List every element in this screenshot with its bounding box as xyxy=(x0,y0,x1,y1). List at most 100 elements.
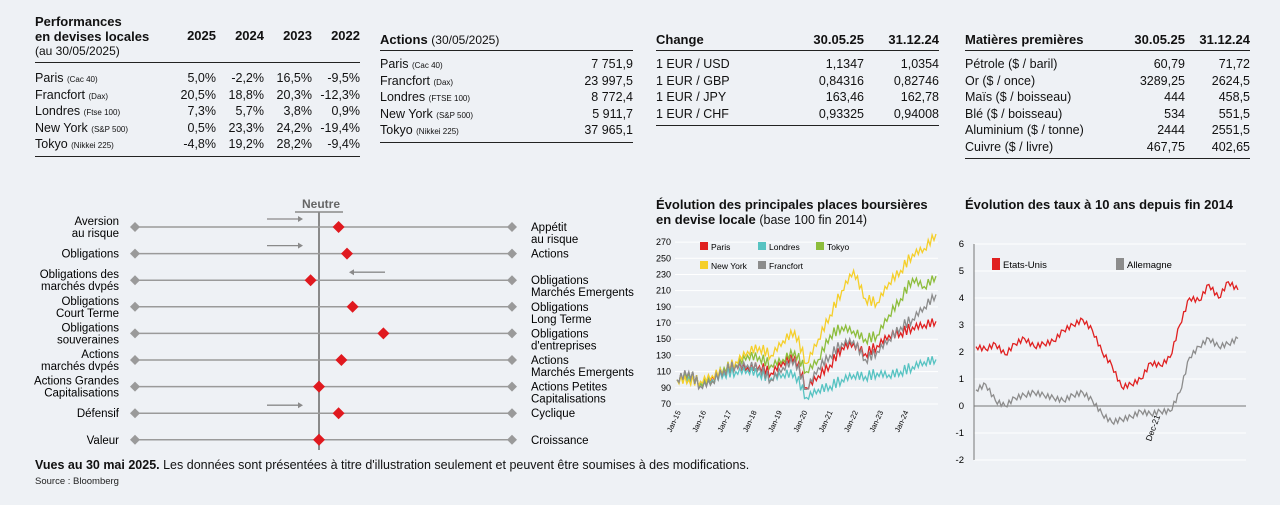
perf-cell: -9,5% xyxy=(327,71,360,85)
chart1-title: Évolution des principales places boursiè… xyxy=(656,197,928,228)
change-row: 1 EUR / CHF 0,93325 0,94008 xyxy=(656,107,939,124)
perf-cell: 24,2% xyxy=(276,120,312,135)
view-left-label: Actions Grandes xyxy=(34,376,119,388)
view-marker xyxy=(332,221,345,233)
chart1-legend-swatch xyxy=(758,261,766,269)
view-left-label: Obligations xyxy=(61,322,119,334)
commodity-row: Or ($ / once) 3289,25 2624,5 xyxy=(965,74,1250,91)
view-right-label: Obligations xyxy=(531,302,589,314)
chart1-subtitle: (base 100 fin 2014) xyxy=(759,213,868,227)
commodity-v2: 402,65 xyxy=(1211,139,1250,154)
chart1-xtick: Jan-16 xyxy=(690,409,708,434)
perf-market-name: Francfort xyxy=(35,87,89,102)
perf-cell: -12,3% xyxy=(320,87,360,102)
view-right-label: Marchés Emergents xyxy=(531,367,634,379)
view-right-label: Obligations xyxy=(531,328,589,340)
view-marker xyxy=(304,274,317,287)
perf-cell: 19,2% xyxy=(228,137,264,151)
chart1-ytick: 190 xyxy=(656,302,671,312)
view-marker xyxy=(341,247,353,260)
perf-title-2: en devises locales xyxy=(35,29,150,44)
commodity-name: Aluminium ($ / tonne) xyxy=(965,123,1084,137)
actions-index-name: (Nikkei 225) xyxy=(416,127,459,136)
commodity-name: Cuivre ($ / livre) xyxy=(965,139,1054,154)
view-marker xyxy=(332,407,345,420)
actions-date: (30/05/2025) xyxy=(431,33,500,47)
chart1-ytick: 130 xyxy=(656,350,671,360)
commodity-v2: 71,72 xyxy=(1218,57,1250,71)
view-end-right xyxy=(507,248,517,259)
perf-cell: 7,3% xyxy=(187,104,217,118)
footer-bold: Vues au 30 mai 2025. xyxy=(35,458,160,472)
perf-cell: -9,4% xyxy=(327,137,360,151)
perf-market-name: New York xyxy=(35,120,92,135)
commodity-v1: 3289,25 xyxy=(1139,73,1185,88)
chart1-xtick: Jan-17 xyxy=(716,409,734,434)
chart1-xtick: Jan-21 xyxy=(817,409,835,434)
commodity-v1: 467,75 xyxy=(1146,139,1185,154)
chart2-legend-label: Etats-Unis xyxy=(1003,260,1047,271)
perf-row-name: Paris (Cac 40) xyxy=(35,71,164,85)
view-end-left xyxy=(130,408,140,419)
change-v1: 1,1347 xyxy=(825,57,864,71)
performance-table: Performances en devises locales (au 30/0… xyxy=(35,14,360,157)
chart1-xtick: Jan-18 xyxy=(741,409,759,434)
neutral-label: Neutre xyxy=(302,197,340,211)
chart1-xtick: Jan-19 xyxy=(766,409,784,434)
actions-row: Tokyo (Nikkei 225) 37 965,1 xyxy=(380,123,633,140)
perf-cell: 28,2% xyxy=(276,137,312,151)
chart2-ytick: 2 xyxy=(959,347,964,358)
commodity-v2: 551,5 xyxy=(1218,106,1250,121)
view-left-label: Aversion xyxy=(74,216,119,228)
chart1-ytick: 110 xyxy=(657,367,671,377)
perf-cell: 20,5% xyxy=(180,87,216,102)
chart1-ytick: 170 xyxy=(656,318,671,328)
perf-cell: -4,8% xyxy=(183,137,216,151)
actions-market-name: Francfort xyxy=(380,73,434,88)
view-left-label: Défensif xyxy=(77,408,120,420)
chart1-ytick: 250 xyxy=(656,253,671,263)
perf-cell: 0,9% xyxy=(331,104,361,118)
perf-row-name: New York (S&P 500) xyxy=(35,121,164,135)
commodity-row: Pétrole ($ / baril) 60,79 71,72 xyxy=(965,57,1250,74)
perf-index-name: (Dax) xyxy=(88,91,109,101)
change-pair: 1 EUR / USD xyxy=(656,57,730,71)
perf-year-0: 2025 xyxy=(187,28,216,43)
change-row: 1 EUR / GBP 0,84316 0,82746 xyxy=(656,74,939,91)
change-row: 1 EUR / JPY 163,46 162,78 xyxy=(656,90,939,107)
commodity-v1: 444 xyxy=(1164,90,1185,104)
change-v1: 0,84316 xyxy=(818,73,864,88)
commodity-row: Blé ($ / boisseau) 534 551,5 xyxy=(965,107,1250,124)
footer-text: Les données sont présentées à titre d'il… xyxy=(163,458,750,472)
perf-row-name: Tokyo (Nikkei 225) xyxy=(35,137,164,151)
chart1-ytick: 150 xyxy=(656,334,671,344)
chart1-xtick: Jan-24 xyxy=(893,409,911,434)
change-col1: 30.05.25 xyxy=(813,32,864,47)
commodity-row: Maïs ($ / boisseau) 444 458,5 xyxy=(965,90,1250,107)
view-end-right xyxy=(507,434,517,445)
commodity-name: Or ($ / once) xyxy=(965,73,1036,88)
chart1-legend-label: Francfort xyxy=(769,261,804,271)
perf-row-name: Francfort (Dax) xyxy=(35,88,164,102)
view-marker xyxy=(313,433,325,446)
actions-value: 5 911,7 xyxy=(592,106,633,121)
view-right-label: Capitalisations xyxy=(531,394,606,406)
view-end-left xyxy=(130,222,140,232)
view-end-right xyxy=(507,222,517,232)
view-right-label: Actions xyxy=(531,249,569,261)
change-pair: 1 EUR / JPY xyxy=(656,90,727,104)
chart1-legend-label: New York xyxy=(711,261,748,271)
chart2-xtick: Dec-21 xyxy=(1143,413,1162,442)
chart2-ytick: 5 xyxy=(959,266,964,277)
chart2-legend-label: Allemagne xyxy=(1127,260,1172,271)
view-left-label: Valeur xyxy=(87,435,120,447)
change-v2: 1,0354 xyxy=(900,57,939,71)
perf-index-name: (Ftse 100) xyxy=(83,108,121,117)
commodity-name: Pétrole ($ / baril) xyxy=(965,57,1058,71)
actions-market-name: Londres xyxy=(380,90,429,104)
view-end-left xyxy=(130,275,140,286)
commodity-v2: 2551,5 xyxy=(1211,123,1250,137)
view-end-left xyxy=(130,248,140,259)
actions-index-name: (Dax) xyxy=(433,77,454,87)
commodity-v1: 60,79 xyxy=(1153,57,1185,71)
